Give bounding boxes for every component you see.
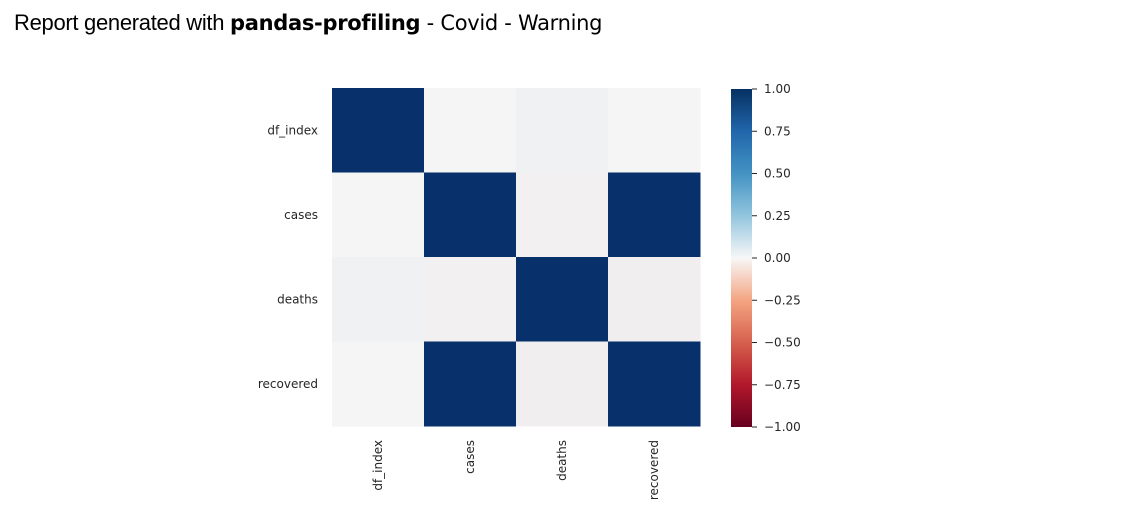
row-label: deaths — [277, 292, 318, 306]
title-prefix: Report generated with — [14, 10, 230, 35]
column-label: cases — [463, 440, 477, 474]
colorbar — [731, 89, 752, 427]
heatmap-cell-cases-recovered — [608, 172, 701, 258]
heatmap-cell-df_index-recovered — [608, 88, 701, 173]
colorbar-tick-label: 0.00 — [764, 251, 791, 265]
colorbar-tick-label: −0.75 — [764, 378, 801, 392]
column-label: df_index — [371, 440, 385, 491]
row-label: df_index — [267, 123, 318, 137]
heatmap-cell-recovered-deaths — [516, 341, 609, 427]
title-suffix: - Covid - Warning — [420, 11, 603, 35]
column-labels: df_index cases deaths recovered — [371, 440, 661, 500]
heatmap-cell-deaths-deaths — [516, 257, 609, 342]
heatmap-cell-cases-cases — [424, 172, 517, 258]
column-label: recovered — [647, 440, 661, 500]
page-title: Report generated with pandas-profiling -… — [14, 10, 603, 36]
heatmap-cell-df_index-cases — [424, 88, 517, 173]
column-label: deaths — [555, 440, 569, 481]
heatmap-cell-cases-df_index — [332, 172, 425, 258]
row-label: recovered — [258, 377, 318, 391]
heatmap-cell-cases-deaths — [516, 172, 609, 258]
colorbar-tick-label: −0.50 — [764, 336, 801, 350]
colorbar-tick-label: 1.00 — [764, 82, 791, 96]
colorbar-tick-label: −1.00 — [764, 420, 801, 434]
heatmap-cell-deaths-recovered — [608, 257, 701, 342]
colorbar-tick-label: −0.25 — [764, 293, 801, 307]
heatmap-cell-recovered-recovered — [608, 341, 701, 427]
colorbar-ticks: 1.00 0.75 0.50 0.25 0.00 −0.25 −0.50 −0.75 −1.00 — [752, 82, 801, 434]
colorbar-tick-label: 0.25 — [764, 209, 791, 223]
heatmap-cells — [332, 88, 701, 427]
colorbar-tick-label: 0.50 — [764, 167, 791, 181]
colorbar-tick-label: 0.75 — [764, 124, 791, 138]
title-tool: pandas-profiling — [229, 11, 421, 35]
heatmap-cell-deaths-df_index — [332, 257, 425, 342]
heatmap-cell-df_index-df_index — [332, 88, 425, 173]
heatmap-cell-recovered-cases — [424, 341, 517, 427]
heatmap-cell-df_index-deaths — [516, 88, 609, 173]
row-label: cases — [284, 208, 318, 222]
heatmap-cell-deaths-cases — [424, 257, 517, 342]
heatmap-cell-recovered-df_index — [332, 341, 425, 427]
